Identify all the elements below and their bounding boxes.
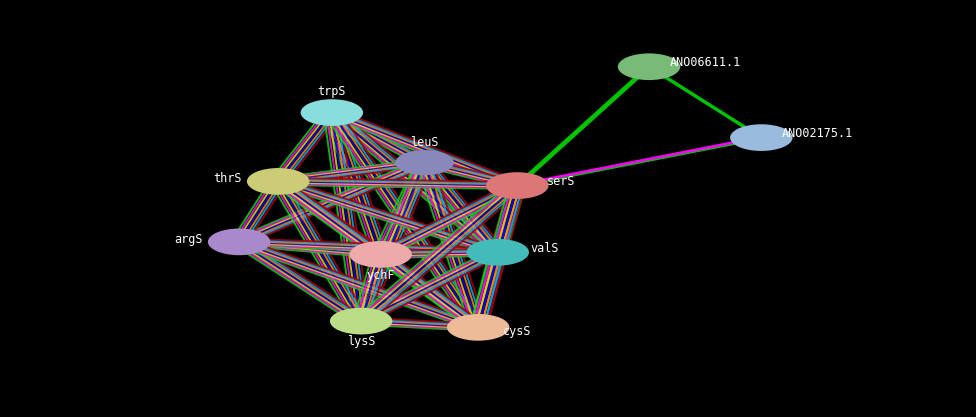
Circle shape <box>330 308 392 334</box>
Circle shape <box>301 99 363 126</box>
Text: cysS: cysS <box>503 325 532 338</box>
Text: ANO02175.1: ANO02175.1 <box>782 127 854 140</box>
Text: argS: argS <box>174 233 203 246</box>
Text: ychF: ychF <box>366 269 395 282</box>
Text: serS: serS <box>547 175 576 188</box>
Circle shape <box>208 229 270 255</box>
Text: trpS: trpS <box>317 85 346 98</box>
Circle shape <box>467 239 529 266</box>
Circle shape <box>486 172 549 199</box>
Circle shape <box>349 241 412 268</box>
Text: leuS: leuS <box>410 136 439 149</box>
Text: valS: valS <box>530 241 559 255</box>
Circle shape <box>247 168 309 195</box>
Text: thrS: thrS <box>213 171 242 185</box>
Text: lysS: lysS <box>346 335 376 349</box>
Circle shape <box>730 124 793 151</box>
Text: ANO06611.1: ANO06611.1 <box>670 56 742 69</box>
Circle shape <box>395 150 454 175</box>
Circle shape <box>447 314 509 341</box>
Circle shape <box>618 53 680 80</box>
